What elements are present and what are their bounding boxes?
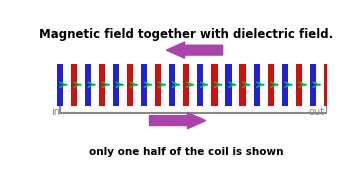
Text: in: in xyxy=(51,107,60,117)
Bar xyxy=(197,64,204,106)
Bar xyxy=(183,64,189,106)
Bar xyxy=(282,64,288,106)
Bar xyxy=(240,64,246,106)
Bar xyxy=(155,64,161,106)
Bar xyxy=(296,64,302,106)
Bar xyxy=(254,64,260,106)
FancyArrow shape xyxy=(150,113,206,129)
Bar xyxy=(310,64,316,106)
FancyArrow shape xyxy=(166,42,223,58)
Bar xyxy=(268,64,274,106)
Bar xyxy=(225,64,232,106)
Bar xyxy=(113,64,119,106)
Bar xyxy=(169,64,175,106)
Bar xyxy=(324,64,330,106)
Bar xyxy=(71,64,77,106)
Bar xyxy=(211,64,217,106)
Text: Magnetic field together with dielectric field.: Magnetic field together with dielectric … xyxy=(39,28,333,41)
Bar xyxy=(99,64,105,106)
Text: only one half of the coil is shown: only one half of the coil is shown xyxy=(89,147,283,157)
Bar xyxy=(57,64,63,106)
Bar xyxy=(85,64,91,106)
Text: out: out xyxy=(308,107,324,117)
Bar xyxy=(127,64,133,106)
Bar xyxy=(141,64,147,106)
